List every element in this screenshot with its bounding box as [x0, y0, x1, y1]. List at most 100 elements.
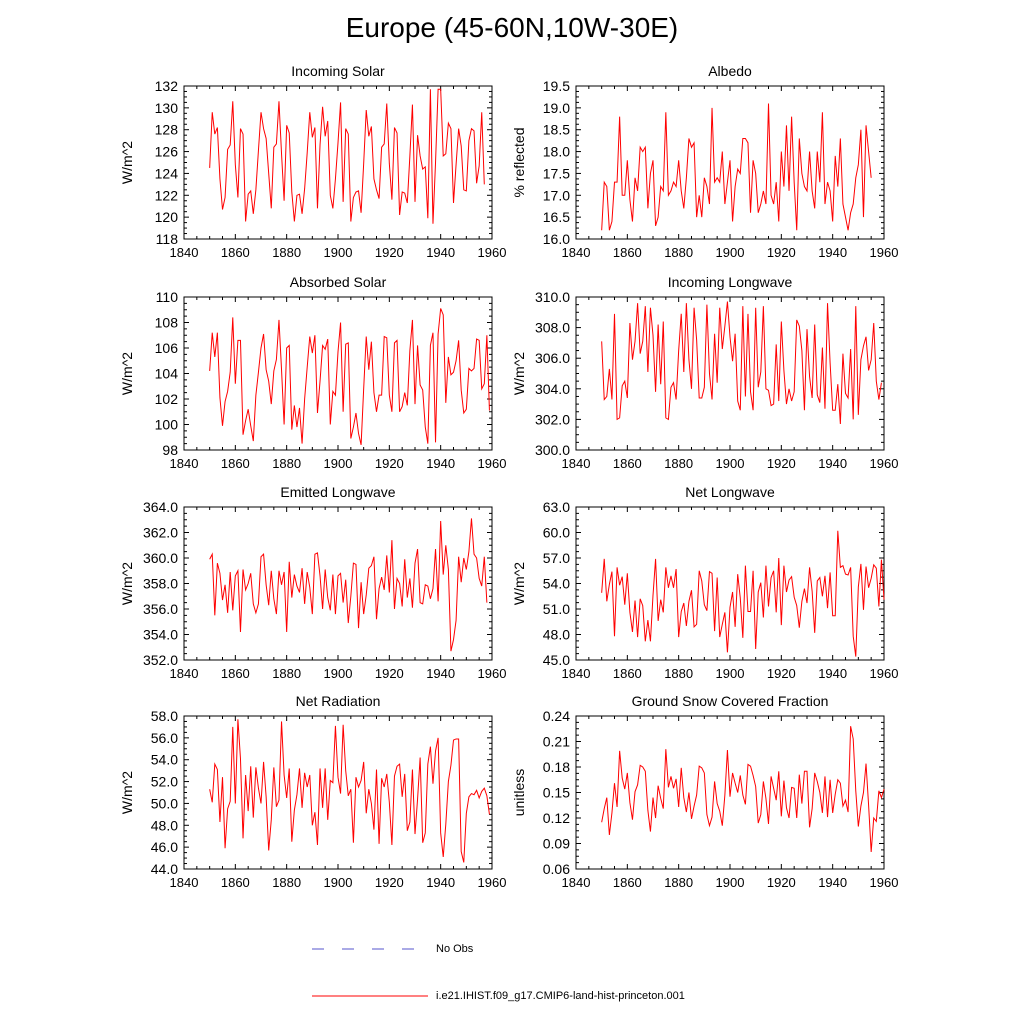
y-axis-label: W/m^2 — [119, 562, 135, 605]
panel-title: Net Longwave — [685, 484, 775, 500]
y-tick-label: 308.0 — [535, 320, 570, 336]
x-tick-label: 1840 — [562, 245, 591, 260]
x-tick-label: 1920 — [767, 875, 796, 890]
figure-title: Europe (45-60N,10W-30E) — [345, 12, 679, 43]
y-tick-label: 57.0 — [543, 550, 570, 566]
x-tick-label: 1940 — [818, 875, 847, 890]
y-tick-label: 19.0 — [543, 100, 570, 116]
y-tick-label: 108 — [155, 315, 179, 331]
y-tick-label: 54.0 — [151, 752, 178, 768]
x-tick-label: 1920 — [767, 666, 796, 681]
y-tick-label: 17.0 — [543, 187, 570, 203]
y-tick-label: 130 — [155, 100, 179, 116]
x-tick-label: 1940 — [818, 245, 847, 260]
y-tick-label: 354.0 — [143, 627, 178, 643]
y-axis-label: W/m^2 — [511, 562, 527, 605]
plot-frame — [183, 85, 493, 240]
x-tick-label: 1940 — [426, 875, 455, 890]
x-tick-label: 1960 — [478, 875, 507, 890]
series-line — [209, 308, 490, 446]
x-tick-label: 1900 — [324, 456, 353, 471]
y-tick-label: 44.0 — [151, 861, 178, 877]
y-tick-label: 362.0 — [143, 525, 178, 541]
y-tick-label: 18.5 — [543, 122, 570, 138]
x-tick-label: 1920 — [375, 245, 404, 260]
y-tick-label: 356.0 — [143, 601, 178, 617]
x-tick-label: 1840 — [170, 245, 199, 260]
y-tick-label: 352.0 — [143, 652, 178, 668]
x-tick-label: 1860 — [613, 245, 642, 260]
plot-frame — [575, 296, 885, 451]
panel-title: Emitted Longwave — [280, 484, 395, 500]
y-tick-label: 118 — [156, 231, 179, 247]
y-tick-label: 110 — [156, 289, 179, 305]
y-axis-label: W/m^2 — [511, 352, 527, 395]
y-tick-label: 52.0 — [151, 774, 178, 790]
y-tick-label: 122 — [155, 187, 179, 203]
y-axis-label: % reflected — [511, 127, 527, 197]
y-tick-label: 128 — [155, 122, 179, 138]
panel-0: 1840 1860 1880 1900 1920 1940 1960 118 120 122 124… — [119, 63, 506, 260]
y-tick-label: 126 — [155, 144, 179, 160]
x-tick-label: 1940 — [818, 456, 847, 471]
panel-title: Net Radiation — [296, 693, 381, 709]
x-tick-label: 1960 — [870, 666, 899, 681]
series-line — [209, 719, 490, 863]
y-tick-label: 50.0 — [151, 795, 178, 811]
y-tick-label: 45.0 — [543, 652, 570, 668]
y-tick-label: 0.06 — [543, 861, 570, 877]
plot-frame — [575, 506, 885, 661]
panel-2: 1840 1860 1880 1900 1920 1940 1960 98 100 102 104 1… — [119, 274, 506, 471]
x-tick-label: 1860 — [221, 245, 250, 260]
x-tick-label: 1860 — [613, 875, 642, 890]
x-tick-label: 1840 — [562, 666, 591, 681]
panel-7: 1840 1860 1880 1900 1920 1940 1960 0.06 0.09 0.12… — [511, 693, 898, 890]
y-tick-label: 46.0 — [151, 839, 178, 855]
x-tick-label: 1880 — [272, 666, 301, 681]
x-tick-label: 1960 — [478, 245, 507, 260]
x-tick-label: 1900 — [716, 245, 745, 260]
x-tick-label: 1840 — [170, 456, 199, 471]
y-tick-label: 51.0 — [543, 601, 570, 617]
x-tick-label: 1900 — [716, 875, 745, 890]
x-tick-label: 1900 — [324, 245, 353, 260]
x-tick-label: 1940 — [426, 666, 455, 681]
y-tick-label: 360.0 — [143, 550, 178, 566]
x-tick-label: 1900 — [716, 666, 745, 681]
y-tick-label: 0.21 — [543, 734, 570, 750]
y-tick-label: 17.5 — [543, 165, 570, 181]
panel-title: Absorbed Solar — [290, 274, 387, 290]
x-tick-label: 1860 — [613, 666, 642, 681]
y-tick-label: 104 — [155, 366, 179, 382]
y-tick-label: 310.0 — [535, 289, 570, 305]
y-tick-label: 18.0 — [543, 144, 570, 160]
y-tick-label: 0.12 — [543, 810, 570, 826]
series-line — [209, 518, 488, 652]
x-tick-label: 1960 — [870, 245, 899, 260]
plot-frame — [183, 506, 493, 661]
y-tick-label: 124 — [155, 165, 179, 181]
y-tick-label: 306.0 — [535, 350, 570, 366]
y-tick-label: 100 — [155, 417, 179, 433]
x-tick-label: 1860 — [221, 456, 250, 471]
y-tick-label: 16.5 — [543, 209, 570, 225]
x-tick-label: 1920 — [767, 245, 796, 260]
x-tick-label: 1960 — [478, 666, 507, 681]
x-tick-label: 1960 — [478, 456, 507, 471]
x-tick-label: 1900 — [324, 875, 353, 890]
y-tick-label: 300.0 — [535, 442, 570, 458]
y-tick-label: 132 — [155, 78, 179, 94]
x-tick-label: 1940 — [426, 456, 455, 471]
x-tick-label: 1960 — [870, 875, 899, 890]
panel-3: 1840 1860 1880 1900 1920 1940 1960 300.0 302.0 30… — [511, 274, 898, 471]
y-tick-label: 0.15 — [543, 785, 570, 801]
panel-title: Incoming Solar — [291, 63, 385, 79]
x-tick-label: 1840 — [562, 456, 591, 471]
y-tick-label: 19.5 — [543, 78, 570, 94]
x-tick-label: 1920 — [375, 666, 404, 681]
panel-4: 1840 1860 1880 1900 1920 1940 1960 352.0 354.0 35… — [119, 484, 506, 681]
y-tick-label: 63.0 — [543, 499, 570, 515]
y-tick-label: 0.18 — [543, 759, 570, 775]
y-tick-label: 58.0 — [151, 708, 178, 724]
y-tick-label: 120 — [155, 209, 179, 225]
